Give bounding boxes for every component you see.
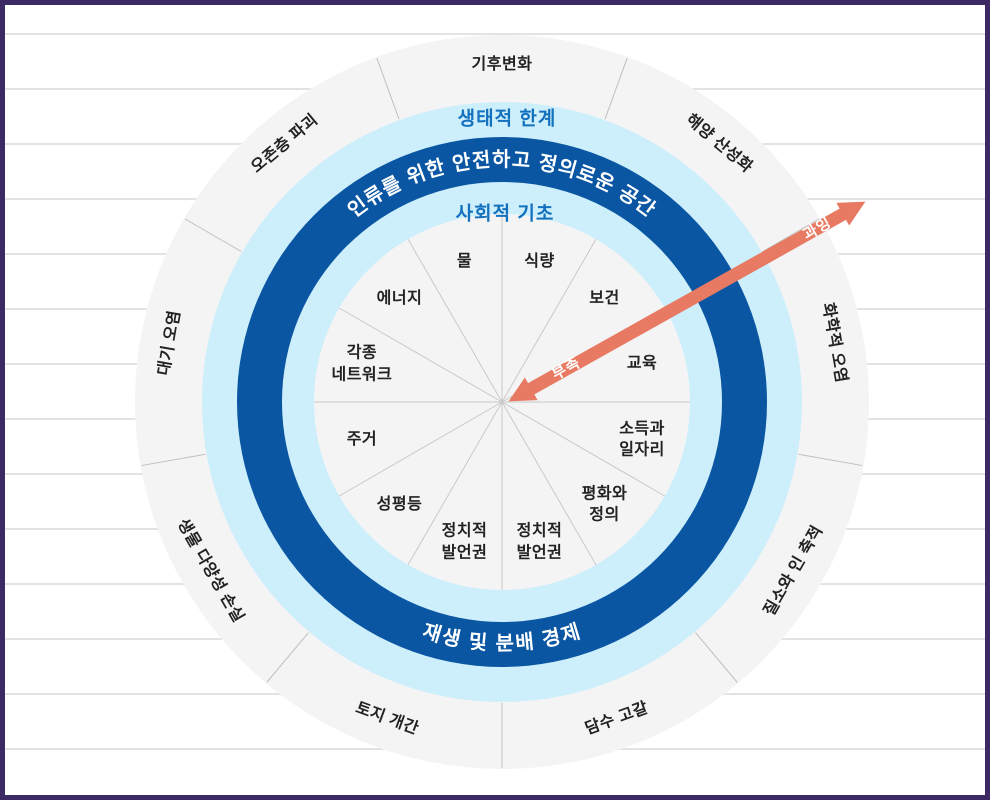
divider-outer [266,632,309,683]
doughnut-diagram: 인류를 위한 안전하고 정의로운 공간 재생 및 분배 경제 [135,35,869,769]
divider-outer [184,218,242,252]
divider-inner [338,307,503,403]
shortfall-overshoot-arrow [508,201,866,402]
divider-outer [141,453,206,467]
divider-inner [501,401,666,497]
divider-outer [604,57,628,120]
divider-inner [407,401,503,566]
divider-outer [695,632,738,683]
divider-outer [798,453,863,467]
divider-outer [376,57,400,120]
divider-inner [501,401,597,566]
divider-inner [338,401,503,497]
divider-inner [407,238,503,403]
